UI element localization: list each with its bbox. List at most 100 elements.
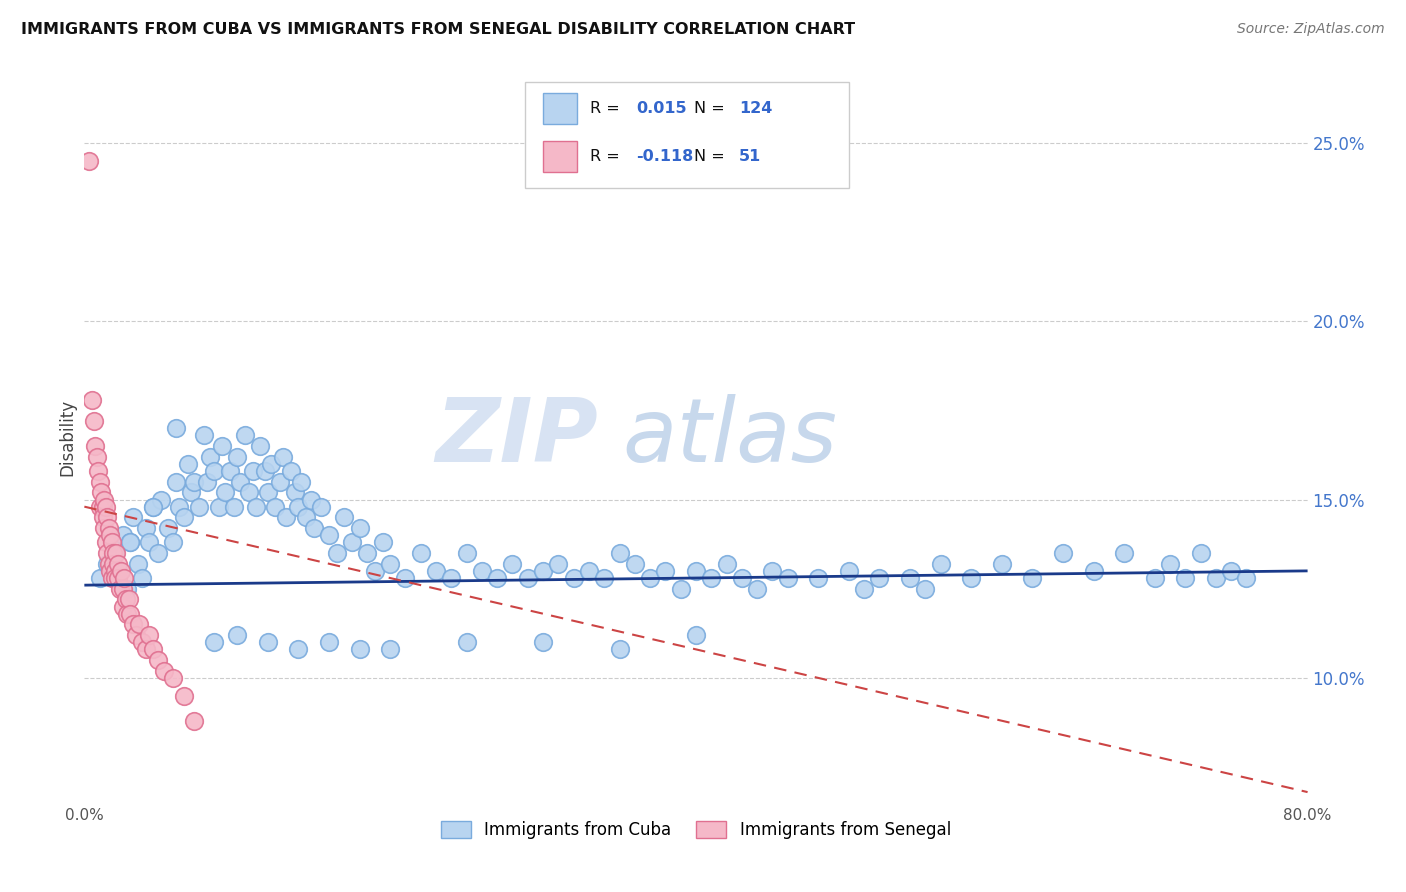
Point (173, 510, 195, 524)
Text: IMMIGRANTS FROM CUBA VS IMMIGRANTS FROM SENEGAL DISABILITY CORRELATION CHART: IMMIGRANTS FROM CUBA VS IMMIGRANTS FROM … (21, 22, 855, 37)
Point (162, 535, 184, 549)
Point (146, 546, 169, 560)
FancyBboxPatch shape (543, 141, 578, 172)
Point (1021, 571, 1043, 585)
Point (125, 628, 148, 642)
Point (104, 546, 127, 560)
Point (233, 428, 256, 442)
Legend: Immigrants from Cuba, Immigrants from Senegal: Immigrants from Cuba, Immigrants from Se… (434, 814, 957, 846)
Point (101, 571, 124, 585)
Point (127, 557, 149, 571)
Point (224, 500, 246, 514)
Point (516, 571, 538, 585)
Point (1236, 571, 1258, 585)
Point (97, 557, 120, 571)
Point (177, 457, 200, 471)
Point (96, 557, 118, 571)
Point (562, 571, 585, 585)
Point (290, 475, 312, 489)
Point (87, 464, 110, 478)
Point (761, 564, 783, 578)
Point (747, 582, 769, 596)
Point (131, 571, 153, 585)
Text: 51: 51 (738, 149, 761, 164)
Point (295, 510, 318, 524)
Point (104, 564, 127, 578)
Point (173, 689, 195, 703)
Point (776, 571, 799, 585)
Point (838, 564, 860, 578)
Text: N =: N = (693, 101, 730, 116)
Point (165, 475, 187, 489)
Point (208, 500, 231, 514)
Point (287, 500, 309, 514)
Point (609, 642, 631, 657)
Point (97, 521, 120, 535)
Point (349, 521, 371, 535)
Point (115, 607, 138, 621)
FancyBboxPatch shape (524, 82, 849, 188)
Point (142, 500, 165, 514)
Point (91, 500, 114, 514)
Point (153, 664, 176, 678)
Point (898, 571, 921, 585)
Point (654, 564, 676, 578)
Point (638, 571, 661, 585)
Point (991, 557, 1014, 571)
Point (302, 521, 325, 535)
Point (531, 635, 554, 649)
Point (700, 571, 723, 585)
Point (371, 535, 394, 549)
Point (122, 617, 145, 632)
Point (167, 500, 190, 514)
Point (1159, 557, 1181, 571)
Point (114, 592, 136, 607)
Point (1083, 564, 1105, 578)
Point (105, 546, 128, 560)
Point (107, 557, 129, 571)
Text: Source: ZipAtlas.com: Source: ZipAtlas.com (1237, 22, 1385, 37)
Point (318, 635, 340, 649)
Point (120, 535, 142, 549)
Point (111, 528, 134, 542)
Point (1205, 571, 1227, 585)
Point (135, 521, 157, 535)
Point (311, 500, 333, 514)
Point (669, 582, 692, 596)
Point (138, 628, 160, 642)
Point (349, 642, 371, 657)
Point (107, 564, 129, 578)
Point (198, 450, 221, 464)
Point (115, 582, 138, 596)
Point (165, 421, 187, 435)
Text: atlas: atlas (623, 394, 838, 480)
Point (110, 564, 132, 578)
Point (146, 653, 169, 667)
Point (456, 635, 478, 649)
Y-axis label: Disability: Disability (58, 399, 76, 475)
Point (318, 528, 340, 542)
Point (111, 582, 134, 596)
Point (101, 535, 124, 549)
Point (111, 599, 134, 614)
Point (731, 571, 754, 585)
Point (142, 642, 165, 657)
Point (183, 714, 205, 728)
Point (120, 535, 142, 549)
Point (122, 510, 145, 524)
FancyBboxPatch shape (543, 93, 578, 123)
Point (89, 475, 111, 489)
Point (807, 571, 830, 585)
Point (299, 492, 322, 507)
Point (104, 571, 127, 585)
Point (103, 546, 125, 560)
Point (685, 564, 707, 578)
Point (1052, 546, 1074, 560)
Text: 124: 124 (738, 101, 772, 116)
Point (578, 564, 600, 578)
Point (188, 500, 211, 514)
Point (486, 571, 509, 585)
Point (202, 464, 225, 478)
Point (135, 642, 157, 657)
Point (245, 500, 267, 514)
